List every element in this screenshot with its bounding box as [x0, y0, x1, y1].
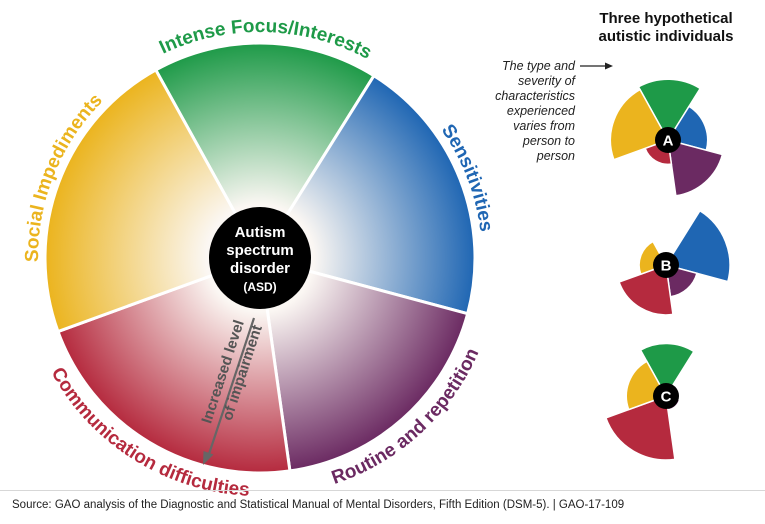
note-line: person — [536, 149, 575, 163]
note-line: severity of — [518, 74, 576, 88]
individual-badge — [653, 252, 679, 278]
individual-letter: C — [661, 389, 672, 406]
individual-b: B — [618, 209, 731, 316]
note-line: varies from — [513, 119, 575, 133]
individual-a-segment-social — [609, 88, 670, 161]
center-line2: spectrum — [226, 242, 294, 259]
asd-spectrum-wheel — [43, 41, 477, 475]
individual-c-segment-comm — [604, 394, 676, 461]
individual-a-segment-focus — [637, 78, 702, 142]
note-line: experienced — [507, 104, 576, 118]
center-line3: disorder — [230, 260, 290, 277]
footer-divider — [0, 490, 765, 491]
wheel-segment-sens — [257, 73, 477, 316]
center-circle: Autism spectrum disorder (ASD) — [209, 207, 311, 309]
note-arrow — [580, 62, 613, 70]
individual-c: C — [604, 342, 695, 461]
hypothetical-individuals: A B C — [604, 78, 731, 461]
center-line1: Autism — [235, 224, 286, 241]
individual-a-segment-routine — [667, 138, 724, 197]
wheel-segment-social — [43, 67, 263, 334]
individual-badge — [655, 127, 681, 153]
individual-badge — [653, 383, 679, 409]
individual-c-segment-focus — [639, 342, 695, 398]
individual-letter: B — [661, 258, 672, 275]
individuals-title-line1: Three hypothetical — [599, 10, 732, 27]
individual-b-segment-comm — [618, 263, 674, 316]
individual-a: A — [609, 78, 724, 197]
wheel-segment-focus — [153, 41, 376, 261]
note-line: person to — [522, 134, 575, 148]
individual-b-segment-sens — [664, 209, 731, 283]
note-line: characteristics — [495, 89, 575, 103]
individual-letter: A — [663, 133, 674, 150]
wheel-segment-routine — [258, 255, 470, 473]
note-line: The type and — [502, 59, 576, 73]
severity-note: The type and severity of characteristics… — [495, 59, 576, 163]
center-line4: (ASD) — [243, 280, 276, 294]
impairment-arrow — [203, 317, 256, 465]
source-note: Source: GAO analysis of the Diagnostic a… — [12, 499, 625, 511]
individuals-title-line2: autistic individuals — [598, 28, 733, 45]
